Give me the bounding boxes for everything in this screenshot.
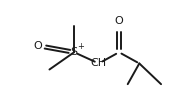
Text: S: S: [70, 47, 78, 57]
Text: CH: CH: [91, 58, 107, 68]
Text: O: O: [115, 16, 123, 26]
Text: O: O: [33, 41, 42, 51]
Text: +: +: [78, 42, 85, 51]
